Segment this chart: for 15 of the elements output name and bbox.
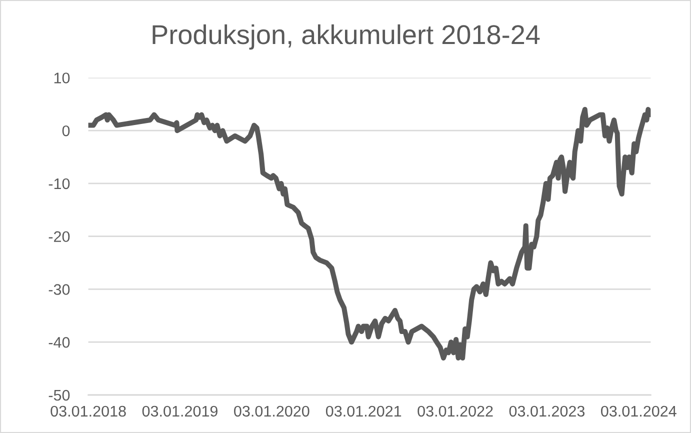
y-tick-label: 10 bbox=[54, 72, 70, 84]
x-tick-label: 03.01.2022 bbox=[418, 406, 493, 417]
x-tick-label: 03.01.2018 bbox=[50, 406, 126, 417]
y-tick-label: -10 bbox=[48, 178, 70, 190]
x-tick-label: 03.01.2024 bbox=[601, 406, 676, 417]
chart-title: Produksjon, akkumulert 2018-24 bbox=[152, 24, 540, 50]
y-tick-label: -40 bbox=[48, 336, 70, 348]
y-tick-label: 0 bbox=[62, 125, 70, 136]
y-tick-label: -50 bbox=[48, 390, 70, 401]
x-tick-label: 03.01.2023 bbox=[509, 406, 585, 417]
x-tick-label: 03.01.2021 bbox=[326, 406, 402, 417]
x-tick-label: 03.01.2020 bbox=[234, 406, 310, 417]
y-tick-label: -20 bbox=[48, 231, 70, 242]
x-tick-label: 03.01.2019 bbox=[142, 406, 218, 417]
y-tick-label: -30 bbox=[48, 284, 70, 295]
